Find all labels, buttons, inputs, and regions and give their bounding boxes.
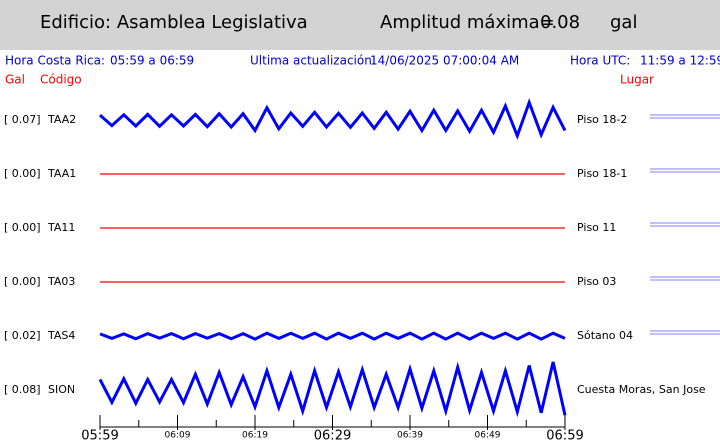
place: Sótano 04	[577, 329, 633, 342]
x-tick-label: 06:09	[165, 431, 191, 441]
update-label: Ultima actualización:	[250, 54, 376, 68]
max-label: Amplitud máxima=	[380, 12, 555, 33]
station-code: TAS4	[47, 329, 75, 342]
gal-value: [ 0.00]	[4, 221, 41, 234]
place: Piso 11	[577, 221, 616, 234]
col-place: Lugar	[620, 73, 654, 87]
station-code: TA11	[47, 221, 75, 234]
x-tick-label: 06:29	[314, 429, 351, 444]
x-tick-label: 06:19	[242, 431, 268, 441]
trace	[99, 98, 567, 141]
gal-value: [ 0.00]	[4, 167, 41, 180]
max-unit: gal	[610, 12, 637, 33]
cr-range: 05:59 a 06:59	[110, 54, 194, 68]
station-code: TAA2	[47, 113, 76, 126]
gal-value: [ 0.07]	[4, 113, 41, 126]
x-tick-label: 06:39	[397, 431, 423, 441]
x-tick-label: 06:59	[546, 429, 583, 444]
place: Piso 03	[577, 275, 616, 288]
station-code: TA03	[47, 275, 75, 288]
building: Edificio: Asamblea Legislativa	[40, 12, 308, 33]
x-tick-label: 06:49	[475, 431, 501, 441]
col-gal: Gal	[5, 73, 25, 87]
place: Cuesta Moras, San Jose	[577, 383, 706, 396]
max-value: 0.08	[540, 12, 580, 33]
place: Piso 18-1	[577, 167, 627, 180]
gal-value: [ 0.00]	[4, 275, 41, 288]
gal-value: [ 0.02]	[4, 329, 41, 342]
trace	[98, 361, 567, 418]
update-value: 14/06/2025 07:00:04 AM	[370, 54, 519, 68]
x-tick-label: 05:59	[81, 429, 118, 444]
place: Piso 18-2	[577, 113, 627, 126]
utc-range: 11:59 a 12:59	[640, 54, 720, 68]
station-code: TAA1	[47, 167, 76, 180]
cr-label: Hora Costa Rica:	[5, 54, 105, 68]
utc-label: Hora UTC:	[570, 54, 630, 68]
gal-value: [ 0.08]	[4, 383, 41, 396]
col-code: Código	[40, 73, 82, 87]
header-band	[0, 0, 720, 50]
station-code: SION	[48, 383, 75, 396]
trace	[99, 331, 566, 341]
